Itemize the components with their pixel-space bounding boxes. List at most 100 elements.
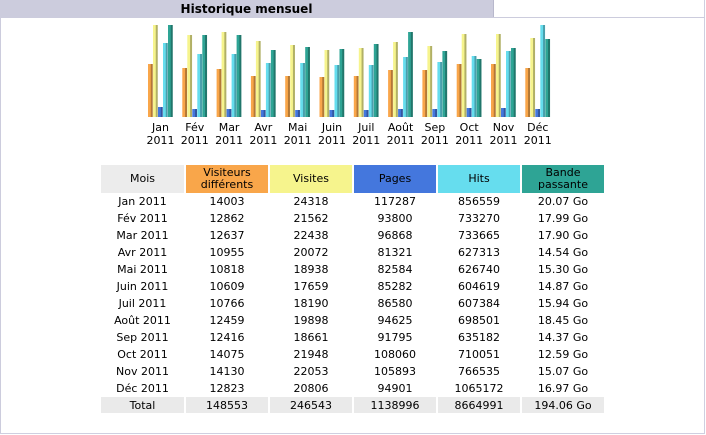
- total-hits: 8664991: [438, 397, 520, 413]
- header-visits: Visites: [270, 165, 352, 193]
- cell-visitors: 14130: [209, 365, 245, 378]
- monthly-stats-table: Mois Visiteurs différents Visites Pages H…: [99, 165, 606, 413]
- bar-bandwidth-shade: [307, 47, 310, 117]
- bar-visitors-shade: [390, 70, 393, 117]
- cell-hits: 856559: [458, 195, 500, 208]
- tick-label: Mai 2011: [278, 121, 318, 147]
- cell-mois: Jan 2011: [118, 195, 167, 208]
- cell-bandwidth: 20.07 Go: [537, 195, 589, 208]
- bar-bandwidth: [408, 32, 413, 117]
- bar-visitors: [525, 68, 530, 117]
- cell-visitors: 14003: [209, 195, 245, 208]
- cell-pages: 96868: [377, 229, 413, 242]
- cell-pages: 86580: [377, 297, 413, 310]
- tick-label: Juin 2011: [312, 121, 352, 147]
- cell-hits: 604619: [458, 280, 500, 293]
- bar-bandwidth-shade: [548, 39, 551, 117]
- bar-hits-shade: [508, 51, 511, 117]
- cell-hits: 607384: [458, 297, 500, 310]
- bar-visitors: [148, 64, 153, 117]
- tick-label-year: 2011: [523, 134, 552, 147]
- cell-visitors: 10955: [209, 246, 245, 259]
- cell-visitors: 12862: [209, 212, 245, 225]
- bar-hits: [368, 65, 374, 117]
- tick-label-month: Nov: [492, 121, 515, 134]
- cell-hits: 710051: [458, 348, 500, 361]
- bar-hits: [300, 63, 305, 117]
- bar-bandwidth: [476, 59, 482, 117]
- bar-visits-shade: [224, 32, 227, 117]
- bar-hits: [540, 25, 545, 117]
- bar-pages: [226, 109, 232, 117]
- tick-label-month: Sep: [424, 121, 446, 134]
- bar-bandwidth-shade: [239, 35, 242, 117]
- cell-pages: 91795: [377, 331, 413, 344]
- tick-label-year: 2011: [283, 134, 312, 147]
- bar-visitors-shade: [150, 64, 153, 117]
- total-visitors: 148553: [186, 397, 268, 413]
- cell-visits: 21562: [293, 212, 329, 225]
- bar-visits-shade: [155, 25, 158, 117]
- tick-label: Jan 2011: [141, 121, 181, 147]
- bar-hits-shade: [200, 54, 203, 117]
- bar-visitors-shade: [219, 69, 222, 117]
- tick-label: Juil 2011: [346, 121, 386, 147]
- bar-visits-shade: [258, 41, 261, 117]
- bar-visitors-shade: [528, 68, 531, 117]
- bar-visits: [187, 35, 192, 117]
- table-row: Sep 2011 12416 18661 91795 635182 14.37 Go: [101, 329, 604, 346]
- cell-bandwidth: 14.37 Go: [537, 331, 589, 344]
- tick-label-month: Juil: [358, 121, 375, 134]
- tick-label: Août 2011: [381, 121, 421, 147]
- cell-hits: 733270: [458, 212, 500, 225]
- tick-label-year: 2011: [455, 134, 484, 147]
- cell-visitors: 14075: [209, 348, 245, 361]
- cell-hits: 1065172: [454, 382, 504, 395]
- cell-mois: Déc 2011: [116, 382, 169, 395]
- bar-hits-shade: [371, 65, 374, 117]
- table-row: Jan 2011 14003 24318 117287 856559 20.07 Go: [101, 193, 604, 210]
- table-row: Nov 2011 14130 22053 105893 766535 15.07 Go: [101, 363, 604, 380]
- bar-pages: [466, 108, 472, 117]
- cell-visits: 20072: [293, 246, 329, 259]
- bar-visits: [461, 34, 467, 117]
- table-row: Oct 2011 14075 21948 108060 710051 12.59 Go: [101, 346, 604, 363]
- tick-label-month: Mar: [218, 121, 240, 134]
- cell-mois: Mar 2011: [116, 229, 169, 242]
- tick-label-month: Mai: [288, 121, 308, 134]
- cell-hits: 635182: [458, 331, 500, 344]
- bar-pages-shade: [435, 109, 438, 117]
- bar-pages-shade: [195, 109, 198, 117]
- bar-visits-shade: [498, 34, 501, 117]
- tick-label-month: Jan: [152, 121, 169, 134]
- tick-label: Mar 2011: [209, 121, 249, 147]
- tick-label-month: Fév: [185, 121, 205, 134]
- bar-visits: [153, 25, 158, 117]
- total-bandwidth: 194.06 Go: [522, 397, 604, 413]
- bar-visits-shade: [292, 45, 295, 117]
- bar-pages: [535, 109, 540, 117]
- cell-mois: Mai 2011: [117, 263, 168, 276]
- bar-bandwidth: [202, 35, 207, 117]
- cell-pages: 108060: [374, 348, 416, 361]
- bar-bandwidth: [168, 25, 173, 117]
- total-pages: 1138996: [354, 397, 436, 413]
- tick-label-year: 2011: [489, 134, 518, 147]
- bar-pages-shade: [538, 109, 541, 117]
- table-total-row: Total 148553 246543 1138996 8664991 194.06 Go: [101, 397, 604, 413]
- bar-pages-shade: [297, 110, 300, 117]
- cell-visits: 18938: [293, 263, 329, 276]
- cell-pages: 94901: [377, 382, 413, 395]
- cell-visits: 22438: [293, 229, 329, 242]
- bar-pages-shade: [400, 109, 403, 117]
- bar-bandwidth: [545, 39, 550, 117]
- bar-hits-shade: [302, 63, 305, 117]
- cell-bandwidth: 12.59 Go: [537, 348, 589, 361]
- bar-visits-shade: [533, 38, 536, 117]
- cell-visits: 21948: [293, 348, 329, 361]
- bar-pages: [329, 110, 334, 117]
- cell-pages: 117287: [374, 195, 416, 208]
- cell-pages: 82584: [377, 263, 413, 276]
- cell-pages: 93800: [377, 212, 413, 225]
